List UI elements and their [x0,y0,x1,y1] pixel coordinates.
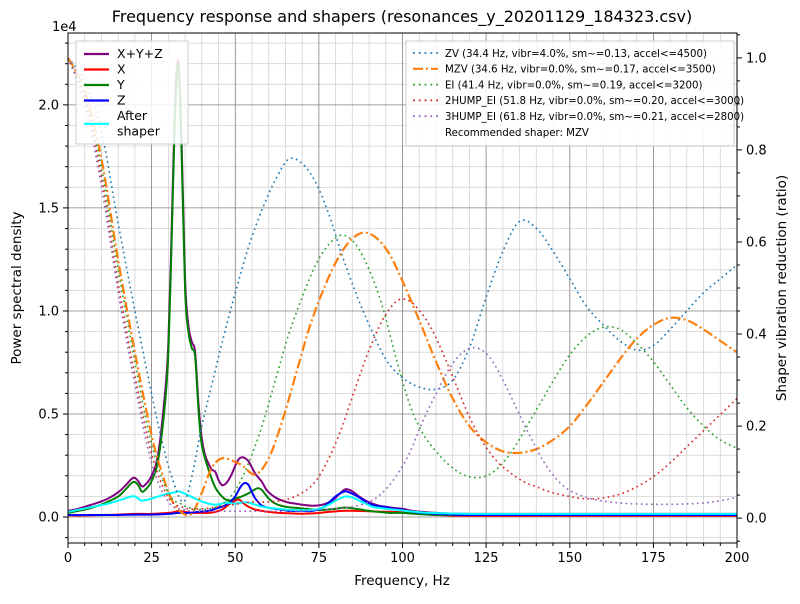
x-tick-label: 25 [143,551,160,566]
y-left-tick-label: 1.5 [38,201,59,216]
shaper-curves [68,57,737,517]
shaper-legend-label: 2HUMP_EI (51.8 Hz, vibr=0.0%, sm~=0.20, … [445,96,744,107]
x-axis-label: Frequency, Hz [354,573,450,589]
y-axis-offset-label: 1e4 [52,20,77,35]
series-Y-curve [68,63,737,517]
y-left-tick-label: 0.5 [38,408,59,423]
y-right-tick-label: 0.0 [746,512,767,527]
shaper-legend-label: EI (41.4 Hz, vibr=0.0%, sm~=0.19, accel<… [445,80,702,91]
series-After-shaper-curve [68,490,737,515]
series-2HUMP-EI-curve [68,57,737,511]
y-axis-right-label: Shaper vibration reduction (ratio) [774,175,790,401]
x-tick-label: 0 [64,551,72,566]
shaper-legend-label: MZV (34.6 Hz, vibr=0.0%, sm~=0.17, accel… [445,65,716,76]
x-tick-label: 125 [474,551,499,566]
x-tick-label: 175 [641,551,666,566]
y-axis-left-label: Power spectral density [9,211,25,364]
axes: 0 25 50 75 100 125 150 175 200 0.0 0.5 1.0 1.5 2.0 0.0… [38,32,767,566]
series-MZV-curve [68,57,737,517]
psd-legend-label: X+Y+Z [117,46,163,61]
x-tick-label: 75 [311,551,328,566]
y-right-tick-label: 1.0 [746,51,767,66]
psd-legend-label: Y [116,77,125,92]
shaper-legend-label: Recommended shaper: MZV [445,128,589,139]
psd-legend-label: Z [117,93,126,108]
y-right-tick-label: 0.4 [746,328,767,343]
series-3HUMP-EI-curve [68,57,737,513]
shaper-legend: ZV (34.4 Hz, vibr=4.0%, sm~=0.13, accel<… [405,40,744,147]
x-tick-label: 100 [390,551,415,566]
series-ZV-curve [68,57,737,503]
shaper-legend-label: ZV (34.4 Hz, vibr=4.0%, sm~=0.13, accel<… [445,49,707,60]
chart-title: Frequency response and shapers (resonanc… [112,7,692,27]
psd-legend-label: X [117,62,126,77]
x-tick-label: 50 [227,551,244,566]
psd-legend-box [75,40,189,145]
shaper-legend-label: 3HUMP_EI (61.8 Hz, vibr=0.0%, sm~=0.21, … [445,112,744,123]
y-right-tick-label: 0.6 [746,236,767,251]
x-tick-label: 200 [725,551,750,566]
shaper-legend-box [405,40,735,147]
y-left-tick-label: 0.0 [38,511,59,526]
psd-curves [68,59,737,517]
psd-legend-label: shaper [117,124,161,139]
y-left-tick-label: 2.0 [38,98,59,113]
psd-legend-label: After [117,108,148,123]
y-right-tick-label: 0.2 [746,420,767,435]
y-right-tick-label: 0.8 [746,143,767,158]
y-left-tick-label: 1.0 [38,305,59,320]
x-tick-label: 150 [557,551,582,566]
